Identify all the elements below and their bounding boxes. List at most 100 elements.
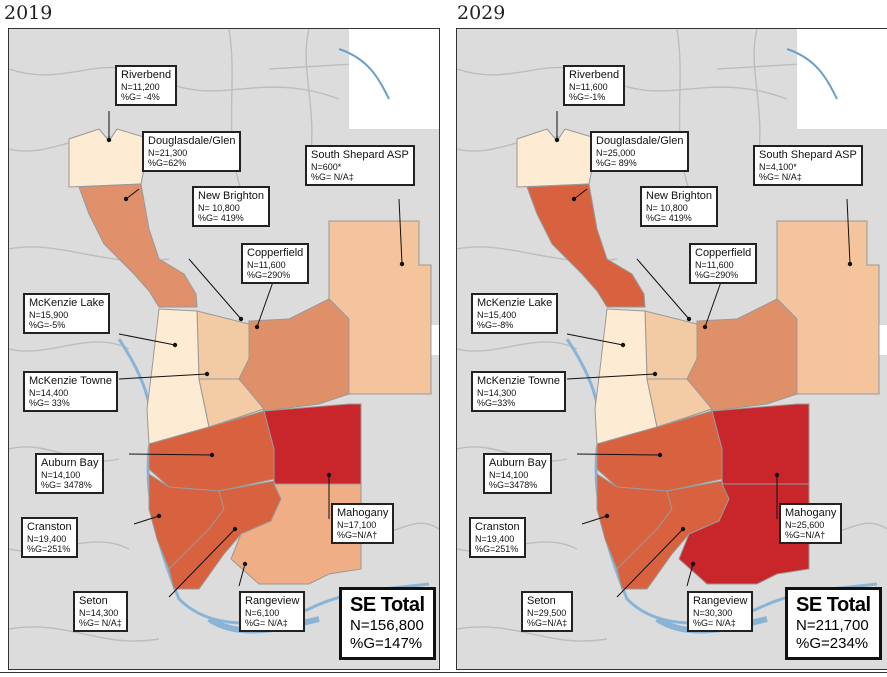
region-copperfield bbox=[238, 298, 350, 412]
community-name: New Brighton bbox=[646, 190, 713, 202]
year-title-2029: 2029 bbox=[457, 2, 506, 24]
label-new-brighton[interactable]: New Brighton N= 10,800 %G= 419% bbox=[640, 186, 719, 228]
label-new-brighton[interactable]: New Brighton N= 10,800 %G= 419% bbox=[192, 186, 271, 228]
community-name: New Brighton bbox=[198, 190, 265, 202]
label-copperfield[interactable]: Copperfield N=11,600 %G=290% bbox=[241, 243, 310, 285]
community-name: McKenzie Towne bbox=[477, 375, 560, 387]
population-value: N= 10,800 bbox=[646, 202, 688, 213]
growth-value: %G= 419% bbox=[198, 212, 244, 223]
growth-value: %G=251% bbox=[27, 543, 71, 554]
region-douglasdale bbox=[526, 183, 646, 308]
population-value: N=19,400 bbox=[27, 533, 67, 544]
growth-value: %G=3478% bbox=[489, 479, 538, 490]
se-total-growth: %G=234% bbox=[796, 635, 869, 652]
label-mckenzie-towne[interactable]: McKenzie Towne N=14,300 %G=33% bbox=[471, 371, 566, 413]
community-name: Douglasdale/Glen bbox=[596, 135, 684, 147]
population-value: N=14,400 bbox=[29, 387, 69, 398]
label-seton[interactable]: Seton N=14,300 %G= N/A‡ bbox=[73, 591, 128, 633]
se-total-title: SE Total bbox=[350, 594, 425, 616]
population-value: N=15,400 bbox=[477, 309, 517, 320]
growth-value: %G=62% bbox=[148, 157, 187, 168]
community-name: Seton bbox=[79, 595, 108, 607]
label-mckenzie-lake[interactable]: McKenzie Lake N=15,400 %G=-8% bbox=[471, 293, 559, 335]
white-area bbox=[349, 29, 439, 129]
leader-lines bbox=[108, 111, 403, 598]
growth-value: %G= N/A‡ bbox=[693, 617, 736, 628]
region-riverbend bbox=[68, 128, 147, 188]
white-area bbox=[797, 29, 887, 129]
growth-value: %G= -4% bbox=[121, 91, 160, 102]
community-name: Seton bbox=[527, 595, 556, 607]
population-value: N=29,500 bbox=[527, 607, 567, 618]
population-value: N=11,600 bbox=[695, 259, 734, 270]
population-value: N=4,100* bbox=[759, 161, 797, 172]
region-points bbox=[554, 137, 853, 567]
growth-value: %G=-5% bbox=[29, 319, 66, 330]
growth-value: %G=N/A† bbox=[337, 529, 378, 540]
label-douglasdale[interactable]: Douglasdale/Glen N=25,000 %G= 89% bbox=[590, 131, 690, 173]
label-seton[interactable]: Seton N=29,500 %G=N/A‡ bbox=[521, 591, 574, 633]
region-mckenzie-towne bbox=[646, 378, 713, 428]
bottom-rule bbox=[0, 672, 887, 673]
region-copperfield bbox=[686, 298, 798, 412]
label-mckenzie-towne[interactable]: McKenzie Towne N=14,400 %G= 33% bbox=[23, 371, 118, 413]
label-south-shepard[interactable]: South Shepard ASP N=600* %G= N/A‡ bbox=[305, 145, 415, 187]
population-value: N=25,000 bbox=[596, 147, 636, 158]
population-value: N=14,300 bbox=[79, 607, 119, 618]
growth-value: %G=N/A‡ bbox=[527, 617, 568, 628]
population-value: N=17,100 bbox=[337, 519, 377, 530]
population-value: N=14,100 bbox=[489, 469, 529, 480]
community-name: McKenzie Lake bbox=[29, 297, 105, 309]
label-auburn-bay[interactable]: Auburn Bay N=14,100 %G= 3478% bbox=[35, 453, 105, 495]
population-value: N=6,100 bbox=[245, 607, 280, 618]
community-name: Riverbend bbox=[121, 69, 172, 81]
se-total-population: N=156,800 bbox=[350, 617, 424, 634]
map-canvas-2019 bbox=[9, 29, 439, 642]
community-name: South Shepard ASP bbox=[759, 149, 857, 161]
growth-value: %G= N/A‡ bbox=[79, 617, 122, 628]
map-canvas-2029 bbox=[457, 29, 887, 642]
community-name: McKenzie Towne bbox=[29, 375, 112, 387]
region-mahogany bbox=[711, 403, 810, 485]
growth-value: %G=251% bbox=[475, 543, 519, 554]
population-value: N=15,900 bbox=[29, 309, 69, 320]
growth-value: %G= 419% bbox=[646, 212, 692, 223]
community-name: Riverbend bbox=[569, 69, 620, 81]
label-cranston[interactable]: Cranston N=19,400 %G=251% bbox=[469, 517, 526, 559]
population-value: N=600* bbox=[311, 161, 342, 172]
community-name: South Shepard ASP bbox=[311, 149, 409, 161]
label-riverbend[interactable]: Riverbend N=11,200 %G= -4% bbox=[115, 65, 178, 107]
label-douglasdale[interactable]: Douglasdale/Glen N=21,300 %G=62% bbox=[142, 131, 242, 173]
river bbox=[786, 48, 838, 100]
label-south-shepard[interactable]: South Shepard ASP N=4,100* %G= N/A‡ bbox=[753, 145, 863, 187]
community-name: Cranston bbox=[27, 521, 72, 533]
growth-value: %G= N/A‡ bbox=[759, 171, 802, 182]
community-name: Douglasdale/Glen bbox=[148, 135, 236, 147]
growth-value: %G= N/A‡ bbox=[311, 171, 354, 182]
community-name: Rangeview bbox=[245, 595, 300, 607]
growth-value: %G= 33% bbox=[29, 397, 70, 408]
label-mahogany[interactable]: Mahogany N=17,100 %G=N/A† bbox=[331, 503, 395, 545]
label-mckenzie-lake[interactable]: McKenzie Lake N=15,900 %G=-5% bbox=[23, 293, 111, 335]
map-panel-2019: Riverbend N=11,200 %G= -4% Douglasdale/G… bbox=[8, 28, 440, 670]
growth-value: %G= 3478% bbox=[41, 479, 92, 490]
region-mahogany bbox=[263, 403, 362, 485]
growth-value: %G=-1% bbox=[569, 91, 606, 102]
se-total-box: SE Total N=211,700 %G=234% bbox=[785, 587, 882, 660]
community-name: McKenzie Lake bbox=[477, 297, 553, 309]
region-douglasdale bbox=[78, 183, 198, 308]
community-name: Auburn Bay bbox=[489, 457, 547, 469]
label-riverbend[interactable]: Riverbend N=11,600 %G=-1% bbox=[563, 65, 626, 107]
population-value: N=11,200 bbox=[121, 81, 160, 92]
label-mahogany[interactable]: Mahogany N=25,600 %G=N/A† bbox=[779, 503, 843, 545]
community-name: Copperfield bbox=[695, 247, 752, 259]
label-rangeview[interactable]: Rangeview N=6,100 %G= N/A‡ bbox=[239, 591, 306, 633]
growth-value: %G= 89% bbox=[596, 157, 637, 168]
se-total-box: SE Total N=156,800 %G=147% bbox=[339, 587, 436, 660]
year-title-2019: 2019 bbox=[4, 2, 53, 24]
label-copperfield[interactable]: Copperfield N=11,600 %G=290% bbox=[689, 243, 758, 285]
label-rangeview[interactable]: Rangeview N=30,300 %G= N/A‡ bbox=[687, 591, 754, 633]
leader-lines bbox=[556, 111, 851, 598]
label-auburn-bay[interactable]: Auburn Bay N=14,100 %G=3478% bbox=[483, 453, 553, 495]
label-cranston[interactable]: Cranston N=19,400 %G=251% bbox=[21, 517, 78, 559]
